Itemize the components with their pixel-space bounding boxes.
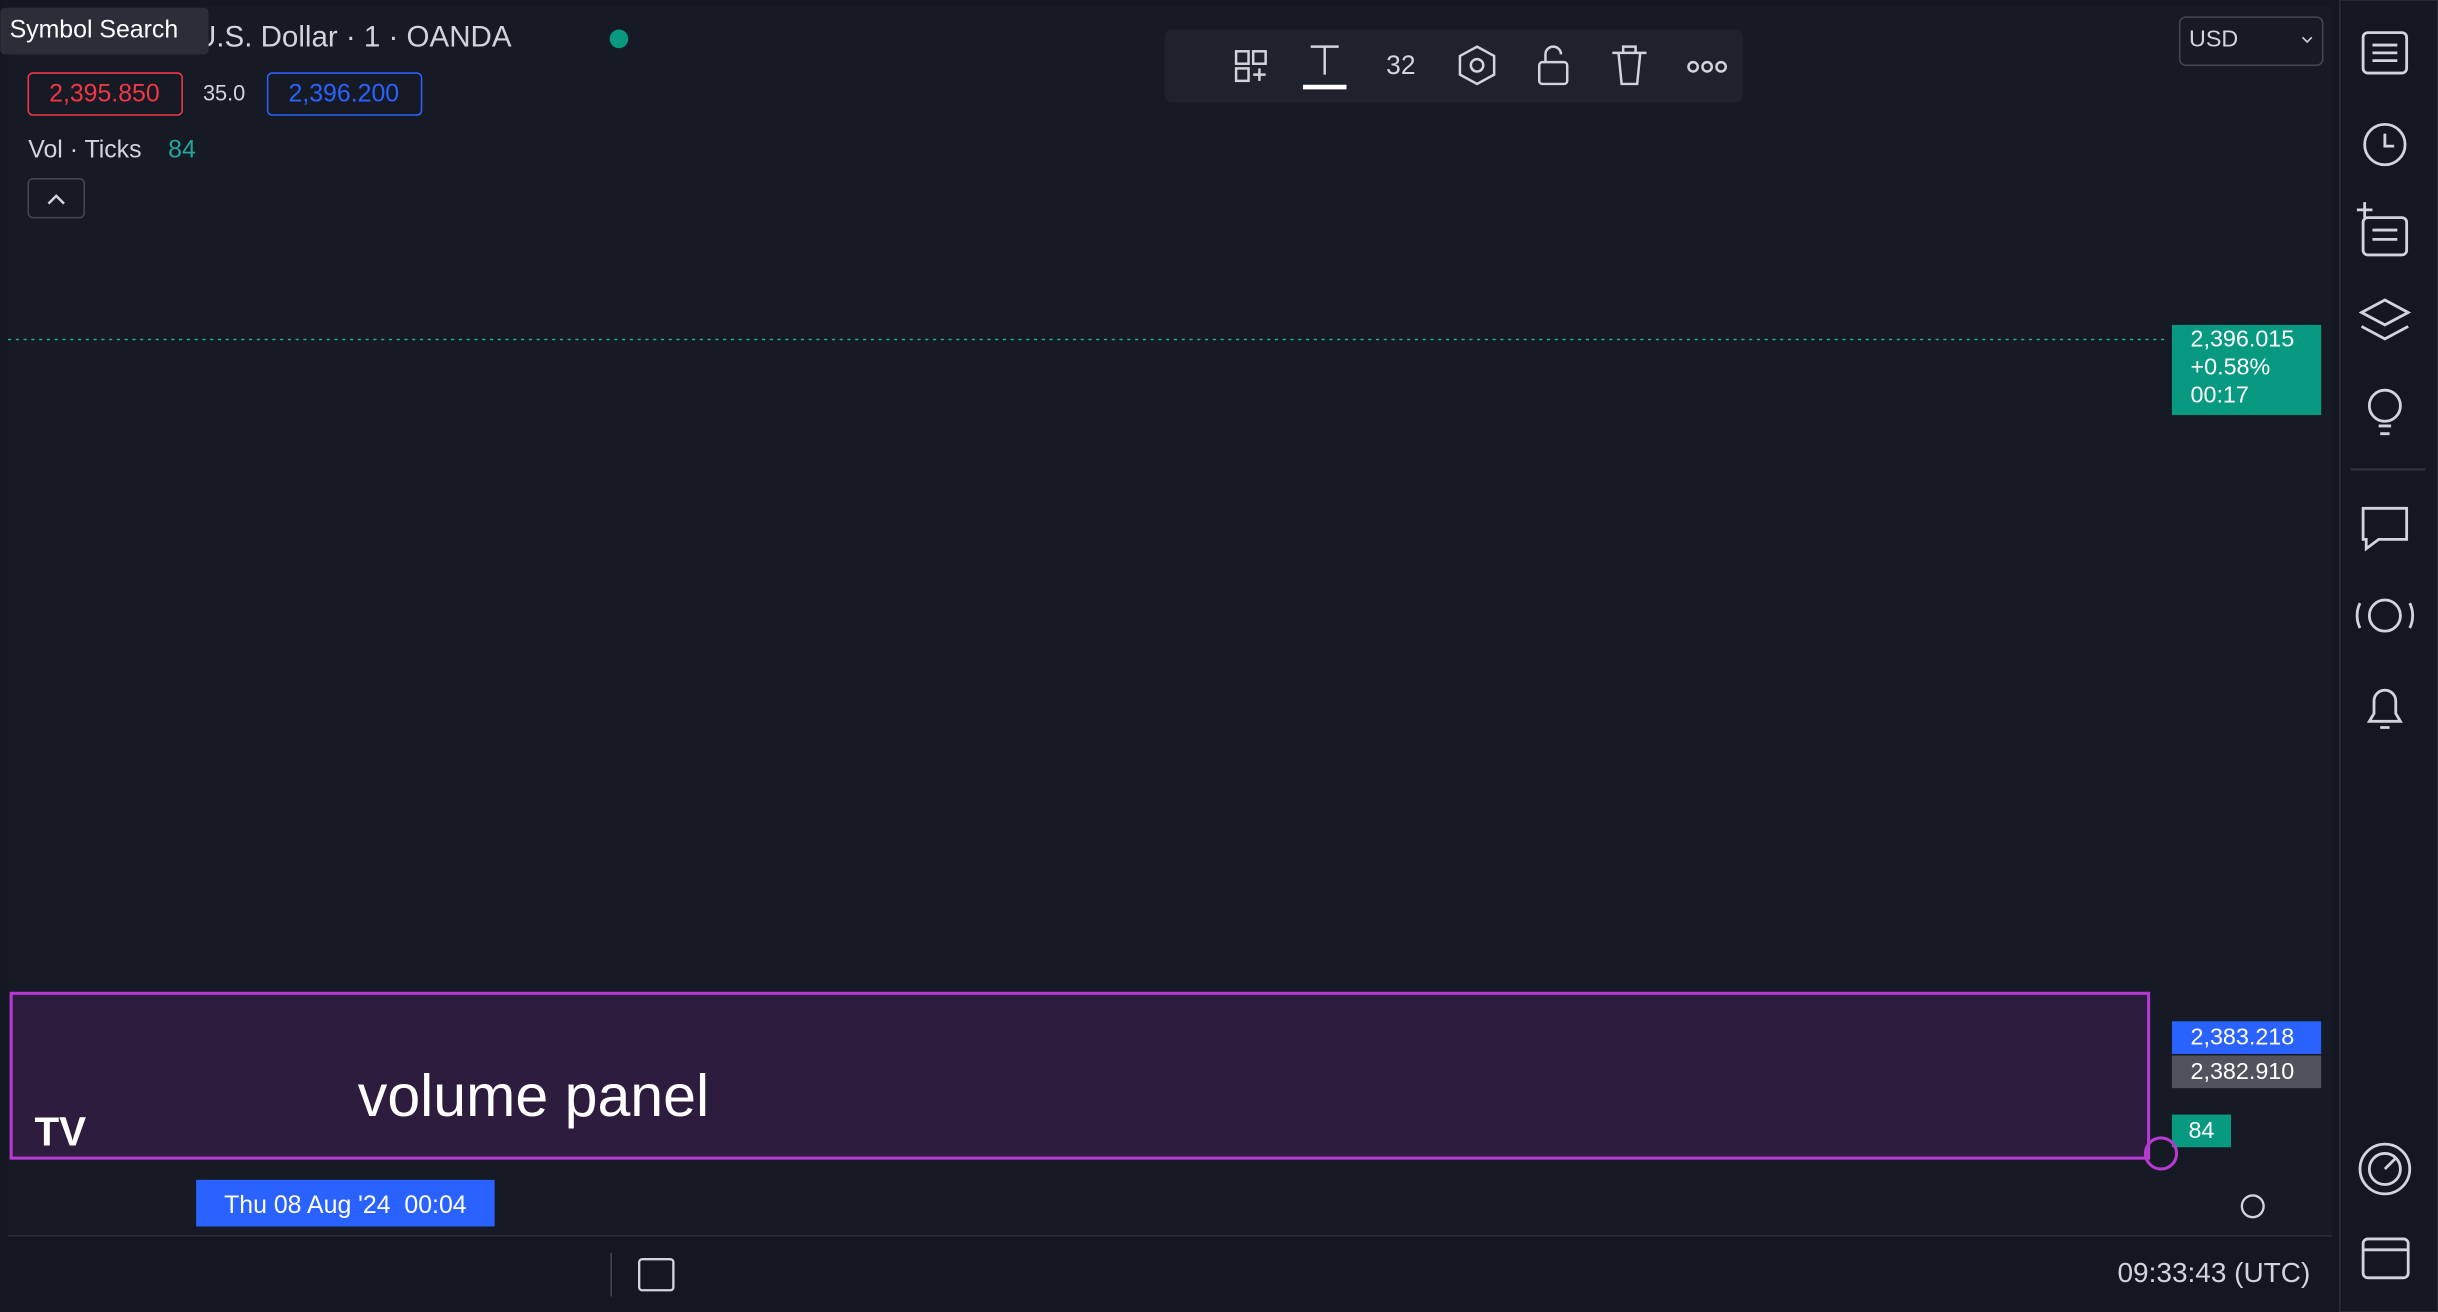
date-range-icon[interactable] [638,1257,675,1292]
crosshair-date-bg [196,1179,495,1227]
volume-badge [2171,1114,2231,1148]
settings-icon[interactable] [2240,1194,2265,1219]
indicator-value: 84 [168,135,196,163]
dropdown-arrow [2301,36,2313,44]
logo: TV [34,1108,86,1154]
currency-select[interactable] [2178,16,2324,67]
level-a-badge [2171,1021,2322,1054]
indicator[interactable]: Vol · Ticks [28,135,141,163]
chart-pane [8,6,2333,1235]
countdown: 00:17 [2191,382,2249,408]
clock: 09:33:43 (UTC) [2118,1257,2311,1288]
level-a: 2,383.218 [2191,1024,2295,1050]
tooltip: Symbol Search [10,16,179,44]
bid[interactable]: 2,395.850 [49,79,160,107]
spread: 35.0 [203,81,245,106]
right-sidebar [2339,0,2438,1312]
level-b: 2,382.910 [2191,1058,2295,1084]
volume-panel-highlight [9,991,2151,1160]
level-b-badge [2171,1055,2322,1089]
last-price: 2,396.015 [2191,326,2295,352]
change: +0.58% [2191,354,2271,380]
sell-button[interactable] [27,72,183,116]
font-size[interactable]: 32 [1386,50,1415,80]
buy-button[interactable] [266,72,423,116]
drawing-toolbar [1164,29,1743,103]
alert-icon[interactable] [2143,1136,2179,1171]
market-status [609,29,629,49]
toolbar-icons [1234,45,1728,90]
crosshair-date: Thu 08 Aug '24 00:04 [224,1191,467,1219]
sidebar-icons[interactable] [2350,31,2426,1280]
volume-value: 84 [2188,1117,2214,1143]
annotation: volume panel [358,1063,709,1129]
last-price-badge [2171,324,2322,416]
currency[interactable]: USD [2189,26,2238,52]
collapse-icon [47,194,65,205]
collapse-button[interactable] [27,177,85,219]
tooltip-bg [0,7,209,55]
ask[interactable]: 2,396.200 [289,79,400,107]
